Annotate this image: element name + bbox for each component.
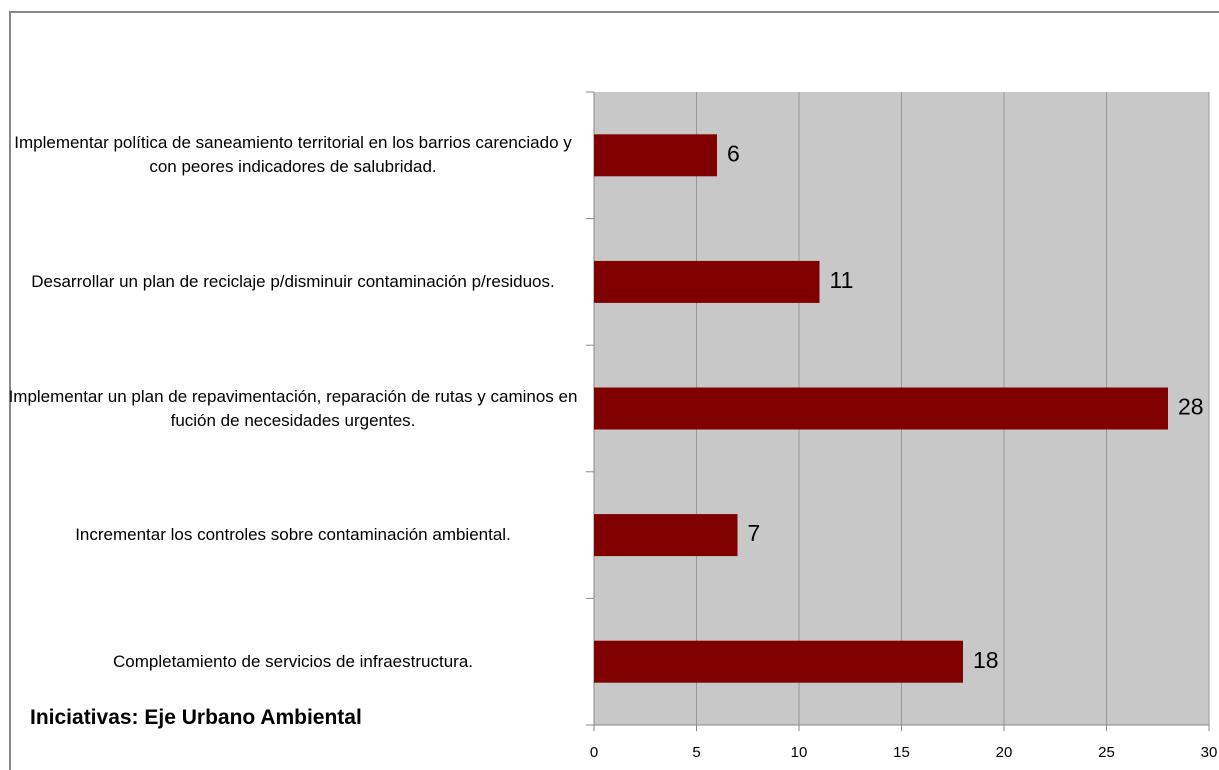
x-tick-label: 5	[692, 744, 700, 761]
bar	[594, 134, 717, 177]
bar	[594, 514, 738, 557]
data-label: 18	[973, 647, 999, 673]
chart-title: Iniciativas: Eje Urbano Ambiental	[30, 706, 362, 729]
bar	[594, 260, 820, 303]
y-tick-label: Desarrollar un plan de reciclaje p/dismi…	[31, 271, 555, 291]
x-tick-label: 30	[1201, 744, 1218, 761]
y-tick-label: Incrementar los controles sobre contamin…	[75, 525, 511, 545]
x-tick-label: 25	[1098, 744, 1115, 761]
data-label: 7	[748, 520, 761, 546]
bar	[594, 387, 1168, 430]
frame	[9, 11, 1219, 770]
y-tick-label: Completamiento de servicios de infraestr…	[113, 651, 473, 671]
x-tick-label: 15	[893, 744, 910, 761]
x-tick-label: 0	[590, 744, 598, 761]
y-tick-label: Implementar política de saneamiento terr…	[14, 133, 572, 177]
bar	[594, 640, 963, 683]
data-label: 28	[1178, 394, 1204, 420]
x-tick-label: 20	[996, 744, 1013, 761]
data-label: 6	[727, 140, 740, 166]
x-tick-label: 10	[791, 744, 808, 761]
y-tick-label: Implementar un plan de repavimentación, …	[8, 386, 578, 430]
data-label: 11	[830, 267, 854, 293]
